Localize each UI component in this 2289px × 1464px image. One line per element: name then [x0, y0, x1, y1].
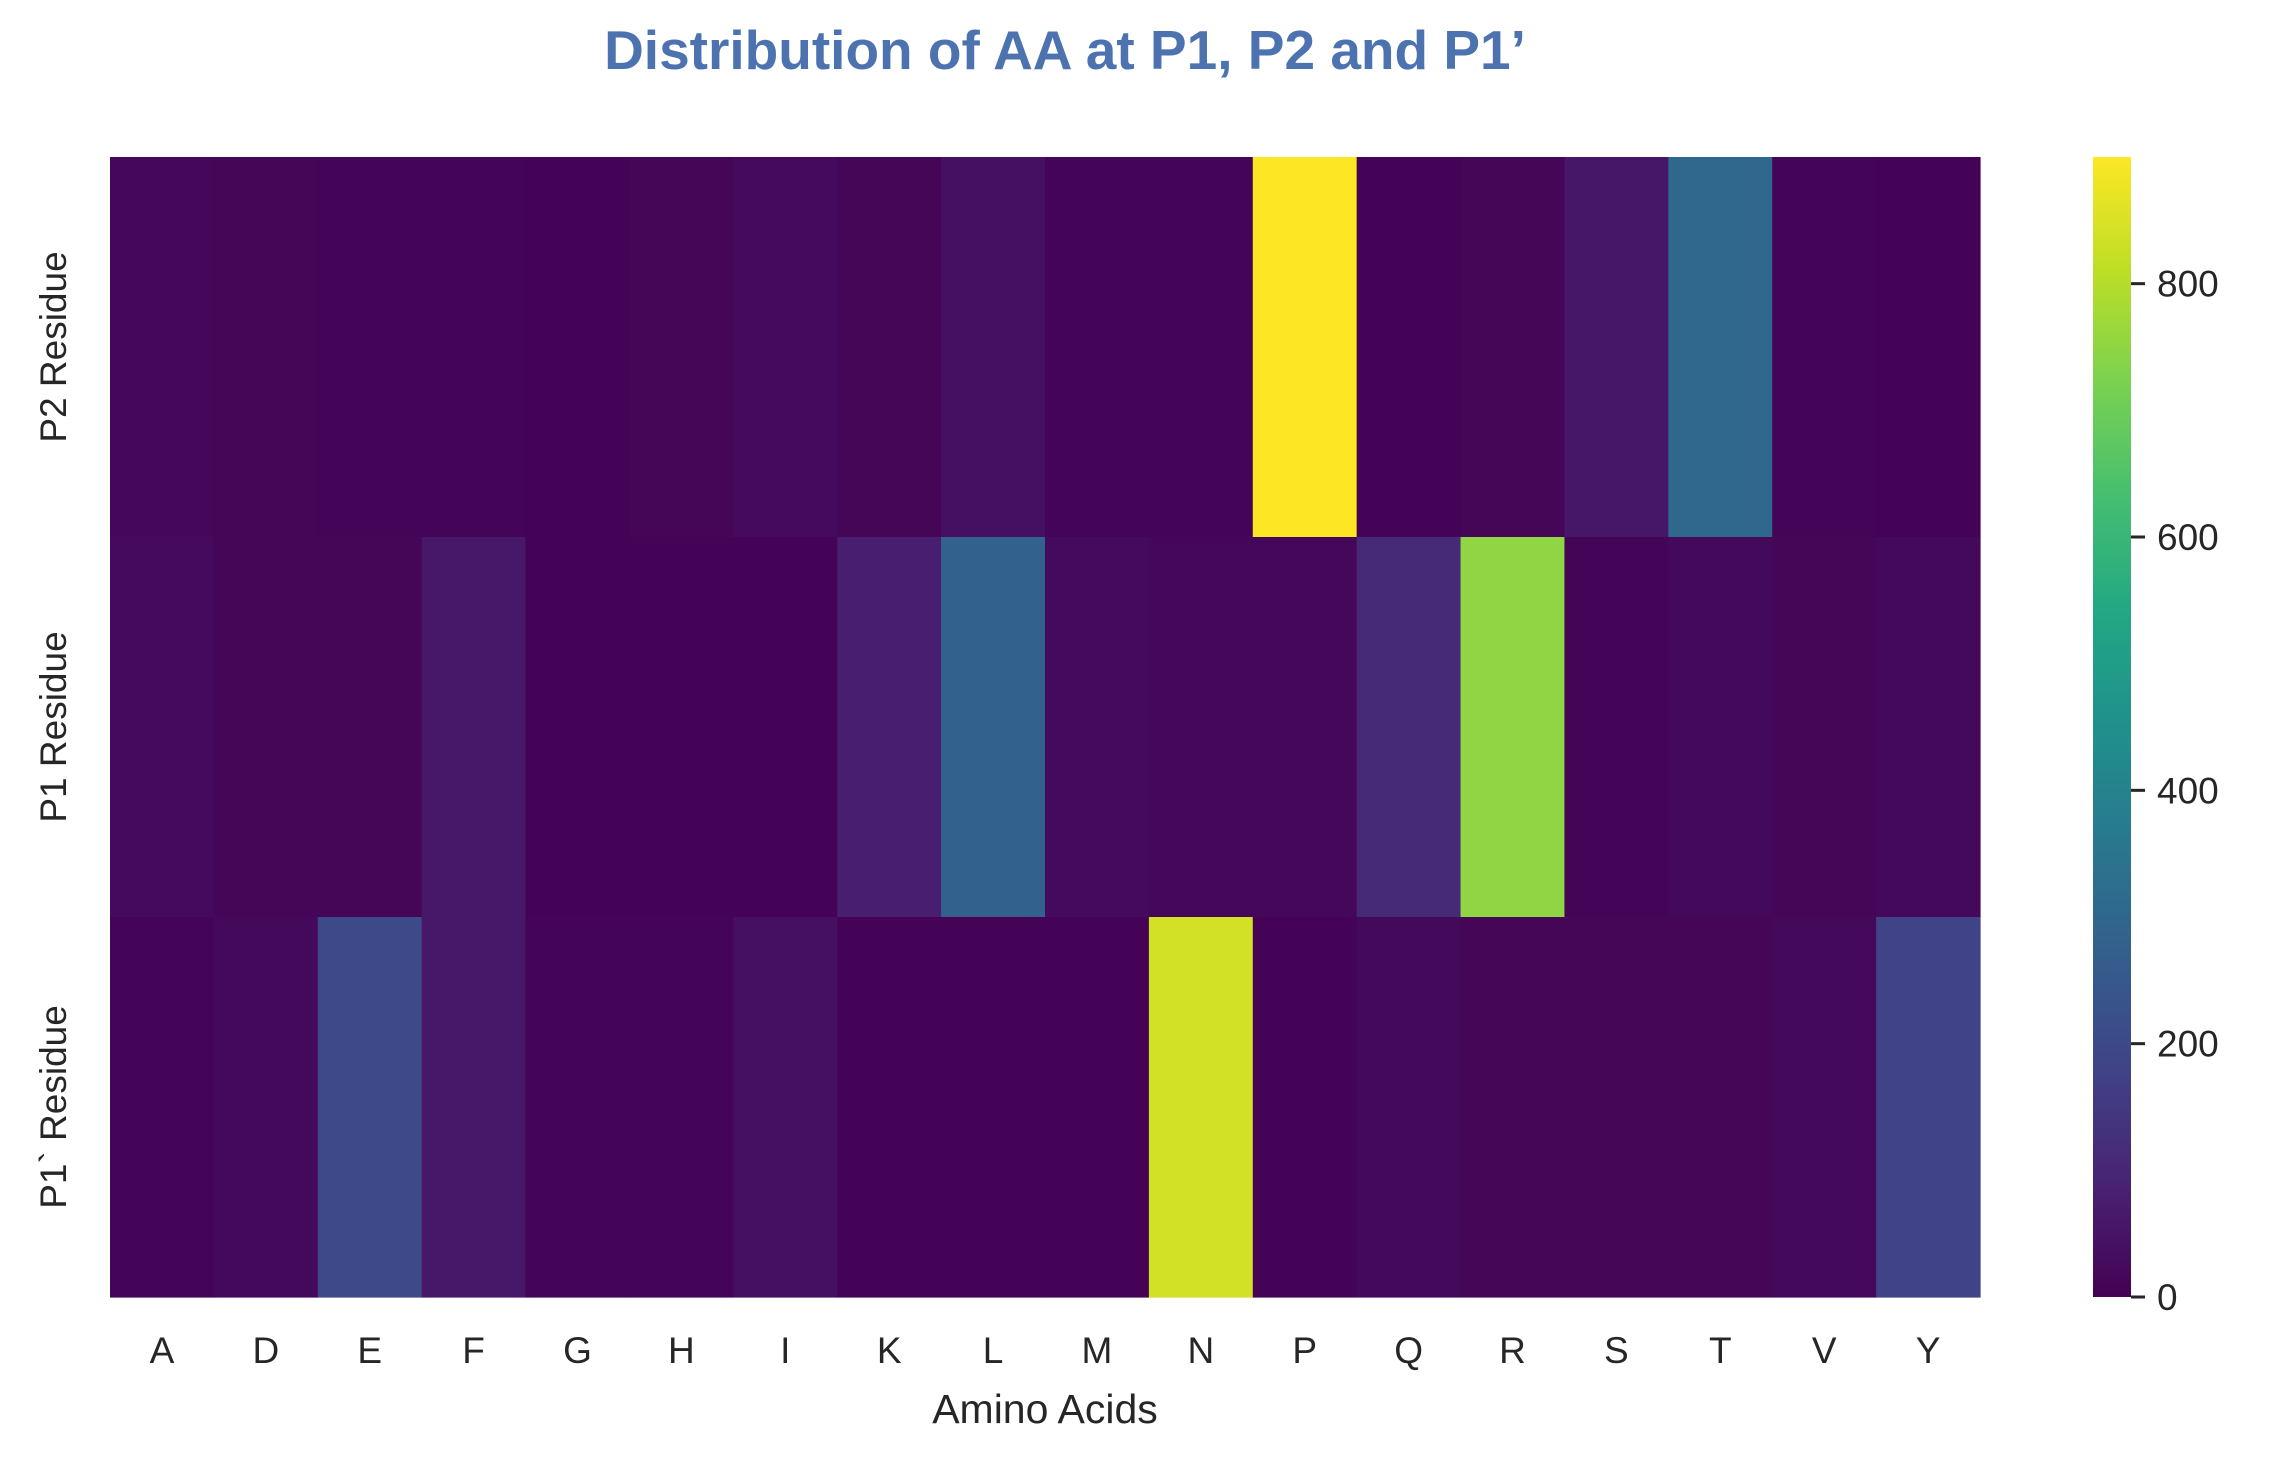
heatmap-cells: [110, 157, 1981, 1298]
x-tick-label: N: [1187, 1330, 1214, 1371]
heatmap-cell: [1668, 537, 1773, 918]
heatmap-cell: [110, 917, 215, 1298]
heatmap-cell: [1460, 917, 1566, 1298]
heatmap-cell: [1564, 917, 1669, 1298]
heatmap-cell: [525, 917, 631, 1298]
x-tick-label: S: [1604, 1330, 1629, 1371]
heatmap-cell: [213, 157, 319, 538]
heatmap-cell: [1876, 917, 1981, 1298]
heatmap-cell: [1356, 537, 1462, 918]
heatmap-cell: [110, 157, 215, 538]
heatmap-cell: [837, 917, 942, 1298]
heatmap-cell: [629, 157, 734, 538]
colorbar-tick-label: 800: [2157, 264, 2219, 305]
heatmap-cell: [837, 157, 942, 538]
x-tick-label: V: [1812, 1330, 1837, 1371]
heatmap-cell: [1772, 537, 1877, 918]
x-tick-label: H: [668, 1330, 695, 1371]
heatmap-cell: [525, 537, 631, 918]
heatmap-cell: [1045, 537, 1150, 918]
heatmap-cell: [1460, 537, 1566, 918]
colorbar-ticks: 0 200 400 600 800: [2131, 264, 2219, 1318]
heatmap-cell: [525, 157, 631, 538]
x-tick-label: E: [357, 1330, 382, 1371]
heatmap-cell: [629, 537, 734, 918]
heatmap-cell: [1772, 917, 1877, 1298]
heatmap-cell: [1252, 537, 1358, 918]
heatmap-cell: [941, 917, 1046, 1298]
y-axis-ticks: P2 Residue P1 Residue P1` Residue: [33, 251, 74, 1208]
colorbar: [2093, 157, 2131, 1297]
heatmap-cell: [1148, 157, 1254, 538]
heatmap-cell: [1356, 157, 1462, 538]
heatmap-cell: [1045, 157, 1150, 538]
chart-title: Distribution of AA at P1, P2 and P1’: [604, 19, 1526, 81]
heatmap-cell: [1252, 157, 1358, 538]
x-tick-label: T: [1709, 1330, 1732, 1371]
heatmap-cell: [1356, 917, 1462, 1298]
heatmap-cell: [733, 917, 838, 1298]
y-tick-label: P2 Residue: [33, 251, 74, 442]
heatmap-cell: [941, 537, 1046, 918]
x-tick-label: F: [462, 1330, 485, 1371]
y-tick-label: P1` Residue: [33, 1005, 74, 1209]
heatmap-cell: [317, 537, 423, 918]
x-tick-label: A: [150, 1330, 175, 1371]
x-tick-label: Q: [1394, 1330, 1423, 1371]
heatmap-cell: [1045, 917, 1150, 1298]
heatmap-cell: [1148, 917, 1254, 1298]
heatmap-cell: [629, 917, 734, 1298]
heatmap-cell: [1564, 157, 1669, 538]
heatmap-cell: [941, 157, 1046, 538]
heatmap-cell: [1460, 157, 1566, 538]
heatmap-cell: [1668, 157, 1773, 538]
x-tick-label: L: [983, 1330, 1004, 1371]
y-tick-label: P1 Residue: [33, 631, 74, 822]
heatmap-cell: [317, 917, 423, 1298]
heatmap-cell: [1148, 537, 1254, 918]
heatmap-cell: [1668, 917, 1773, 1298]
colorbar-tick-label: 0: [2157, 1277, 2178, 1318]
heatmap-cell: [317, 157, 423, 538]
heatmap-cell: [1564, 537, 1669, 918]
colorbar-tick-label: 200: [2157, 1024, 2219, 1065]
heatmap-cell: [1876, 537, 1981, 918]
heatmap-cell: [213, 537, 319, 918]
heatmap-cell: [1876, 157, 1981, 538]
heatmap-cell: [1252, 917, 1358, 1298]
colorbar-tick-label: 400: [2157, 770, 2219, 811]
heatmap-cell: [733, 157, 838, 538]
heatmap-cell: [733, 537, 838, 918]
heatmap-cell: [213, 917, 319, 1298]
x-tick-label: G: [563, 1330, 592, 1371]
x-tick-label: K: [877, 1330, 902, 1371]
heatmap-cell: [837, 537, 942, 918]
x-tick-label: P: [1292, 1330, 1317, 1371]
heatmap-cell: [110, 537, 215, 918]
heatmap-cell: [1772, 157, 1877, 538]
x-axis-label: Amino Acids: [932, 1386, 1158, 1432]
x-tick-label: R: [1499, 1330, 1526, 1371]
heatmap-cell: [421, 157, 527, 538]
x-tick-label: I: [780, 1330, 790, 1371]
x-tick-label: D: [252, 1330, 279, 1371]
colorbar-tick-label: 600: [2157, 517, 2219, 558]
heatmap-cell: [421, 537, 527, 918]
x-tick-label: M: [1082, 1330, 1113, 1371]
x-tick-label: Y: [1916, 1330, 1941, 1371]
heatmap-cell: [421, 917, 527, 1298]
